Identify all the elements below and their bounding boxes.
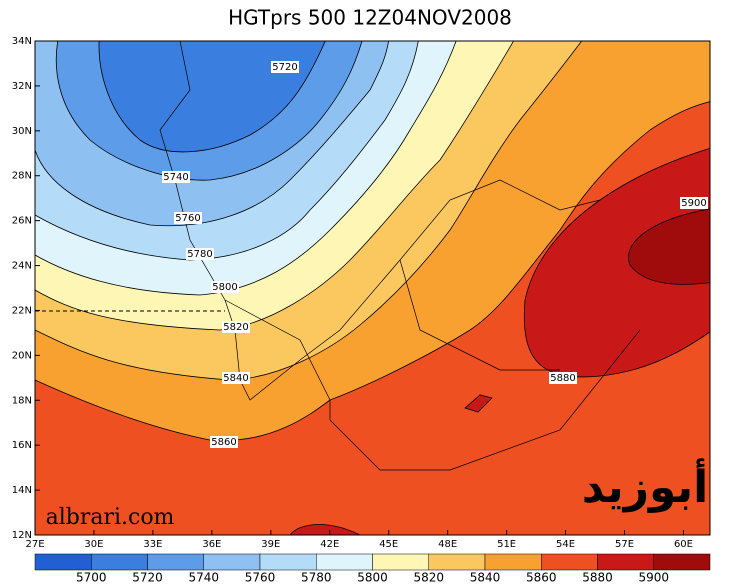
- contour-label: 5760: [175, 213, 200, 224]
- colorbar-label: 5840: [470, 571, 501, 585]
- watermark: albrari.com: [46, 505, 175, 530]
- contour-label-bg: [186, 248, 214, 260]
- colorbar-box: [372, 553, 429, 571]
- contour-label-bg: [211, 281, 239, 293]
- lon-label: 48E: [438, 539, 457, 550]
- colorbar-box: [147, 553, 204, 571]
- lon-label: 42E: [320, 539, 339, 550]
- colorbar-box: [34, 553, 92, 571]
- contour-label-bg: [162, 171, 190, 183]
- lon-label: 54E: [556, 539, 575, 550]
- contour-label: 5740: [163, 172, 188, 183]
- colorbar-box: [597, 553, 654, 571]
- band: [628, 208, 710, 285]
- lat-label: 14N: [12, 485, 32, 496]
- contour-label-bg: [222, 321, 250, 333]
- colorbar-label: 5900: [638, 571, 669, 585]
- lon-label: 57E: [615, 539, 634, 550]
- lat-label: 22N: [12, 305, 32, 316]
- lat-label: 30N: [12, 126, 32, 137]
- title: HGTprs 500 12Z04NOV2008: [228, 6, 512, 30]
- colorbar-box: [203, 553, 261, 571]
- contour-label-bg: [174, 212, 202, 224]
- contour-label: 5820: [223, 322, 248, 333]
- lat-label: 24N: [12, 261, 32, 272]
- colorbar-label: 5760: [245, 571, 276, 585]
- lon-label: 27E: [25, 539, 44, 550]
- colorbar-box: [91, 553, 148, 571]
- contour-label: 5860: [211, 437, 236, 448]
- colorbar-label: 5800: [357, 571, 388, 585]
- colorbar-label: 5740: [188, 571, 219, 585]
- lat-label: 28N: [12, 171, 32, 182]
- lon-label: 39E: [261, 539, 280, 550]
- colorbar-label: 5720: [132, 571, 163, 585]
- colorbar-box: [484, 553, 542, 571]
- lat-label: 34N: [12, 36, 32, 47]
- contour-label: 5900: [681, 198, 706, 209]
- lat-label: 12N: [12, 530, 32, 541]
- lat-label: 32N: [12, 81, 32, 92]
- colorbar-box: [541, 553, 598, 571]
- colorbar-box: [316, 553, 373, 571]
- colorbar-box: [259, 553, 317, 571]
- colorbar-box: [428, 553, 486, 571]
- contour-label: 5840: [223, 373, 248, 384]
- lon-label: 30E: [84, 539, 103, 550]
- contour-label-bg: [680, 197, 708, 209]
- contour-label-bg: [271, 61, 299, 73]
- lon-label: 51E: [497, 539, 516, 550]
- lat-label: 16N: [12, 440, 32, 451]
- colorbar-label: 5880: [582, 571, 613, 585]
- colorbar-label: 5860: [526, 571, 557, 585]
- lon-label: 45E: [379, 539, 398, 550]
- colorbar-label: 5820: [413, 571, 444, 585]
- colorbar-label: 5780: [301, 571, 332, 585]
- lat-label: 26N: [12, 216, 32, 227]
- contour-label: 5780: [187, 249, 212, 260]
- band: [523, 148, 710, 378]
- contour-label-bg: [210, 436, 238, 448]
- lon-label: 60E: [674, 539, 693, 550]
- contour-label-bg: [549, 372, 577, 384]
- lon-label: 36E: [202, 539, 221, 550]
- logo: أبوزيد: [582, 458, 708, 513]
- lon-label: 33E: [143, 539, 162, 550]
- contour-label-bg: [222, 372, 250, 384]
- coastline: [159, 41, 641, 471]
- lat-label: 18N: [12, 395, 32, 406]
- lat-label: 20N: [12, 350, 32, 361]
- contour-label: 5800: [212, 282, 237, 293]
- contour-label: 5880: [550, 373, 575, 384]
- band: [464, 394, 493, 413]
- contour-field: [35, 41, 710, 535]
- band: [98, 41, 326, 153]
- colorbar-box: [653, 553, 711, 571]
- contour-label: 5720: [272, 62, 297, 73]
- colorbar-label: 5700: [76, 571, 107, 585]
- plot-frame: [34, 40, 711, 536]
